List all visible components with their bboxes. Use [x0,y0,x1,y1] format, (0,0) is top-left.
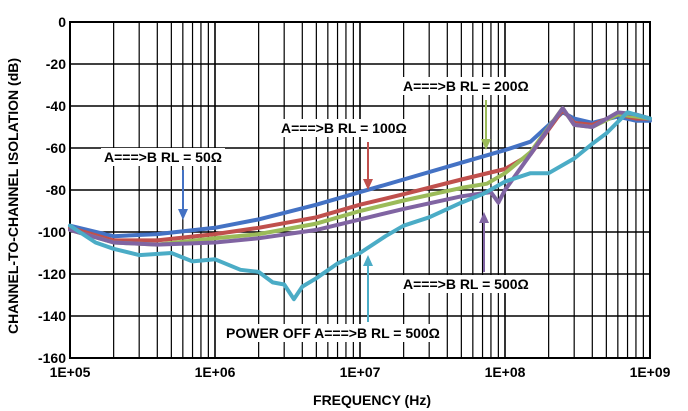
annotation-backdrop [223,324,443,342]
annotation-arrow-head [479,212,489,223]
annotation-label: A===>B RL = 200Ω [403,78,529,94]
annotation-backdrop [400,275,532,293]
annotation-backdrop [101,148,225,166]
annotation-1: A===>B RL = 200Ω [400,77,532,150]
annotation-layer: A===>B RL = 200Ω A===>B RL = 100Ω A===>B R… [101,77,532,342]
y-tick-label: -60 [46,140,66,156]
annotation-arrow-head [481,139,491,150]
annotation-label: A===>B RL = 100Ω [281,120,407,136]
annotation-label: POWER OFF A===>B RL = 500Ω [226,325,440,341]
x-tick-label: 1E+06 [195,364,236,380]
plot-frame [69,21,651,359]
grid [69,21,650,359]
y-tick-label: -140 [38,308,66,324]
y-tick-label: -80 [46,182,66,198]
series-line-4 [68,106,652,247]
y-axis-title: CHANNEL-TO-CHANNEL ISOLATION (dB) [5,58,21,334]
series-line-5 [68,110,652,302]
y-tick-label: -120 [38,266,66,282]
y-tick-labels: 0 -20 -40 -60 -80 -100 -120 -140 -160 [38,14,66,366]
annotation-arrow-head [363,255,373,266]
x-tick-label: 1E+08 [485,364,526,380]
x-tick-label: 1E+09 [630,364,671,380]
annotation-arrow-head [363,179,373,190]
annotation-label: A===>B RL = 500Ω [403,276,529,292]
annotation-backdrop [278,119,410,137]
annotation-4: A===>B RL = 500Ω [400,212,532,293]
x-tick-labels: 1E+05 1E+06 1E+07 1E+08 1E+09 [50,364,671,380]
annotation-2: A===>B RL = 100Ω [278,119,410,190]
y-tick-label: 0 [58,14,66,30]
annotation-backdrop [400,77,532,95]
y-tick-label: -40 [46,98,66,114]
y-tick-label: -20 [46,56,66,72]
x-axis-title: FREQUENCY (Hz) [313,392,431,408]
annotation-arrow-head [178,209,188,220]
series-layer [68,106,652,302]
x-tick-label: 1E+07 [340,364,381,380]
annotation-label: A===>B RL = 50Ω [104,149,222,165]
annotation-5: POWER OFF A===>B RL = 500Ω [223,255,443,342]
annotation-3: A===>B RL = 50Ω [101,148,225,220]
x-tick-label: 1E+05 [50,364,91,380]
y-tick-label: -160 [38,350,66,366]
y-tick-label: -100 [38,224,66,240]
